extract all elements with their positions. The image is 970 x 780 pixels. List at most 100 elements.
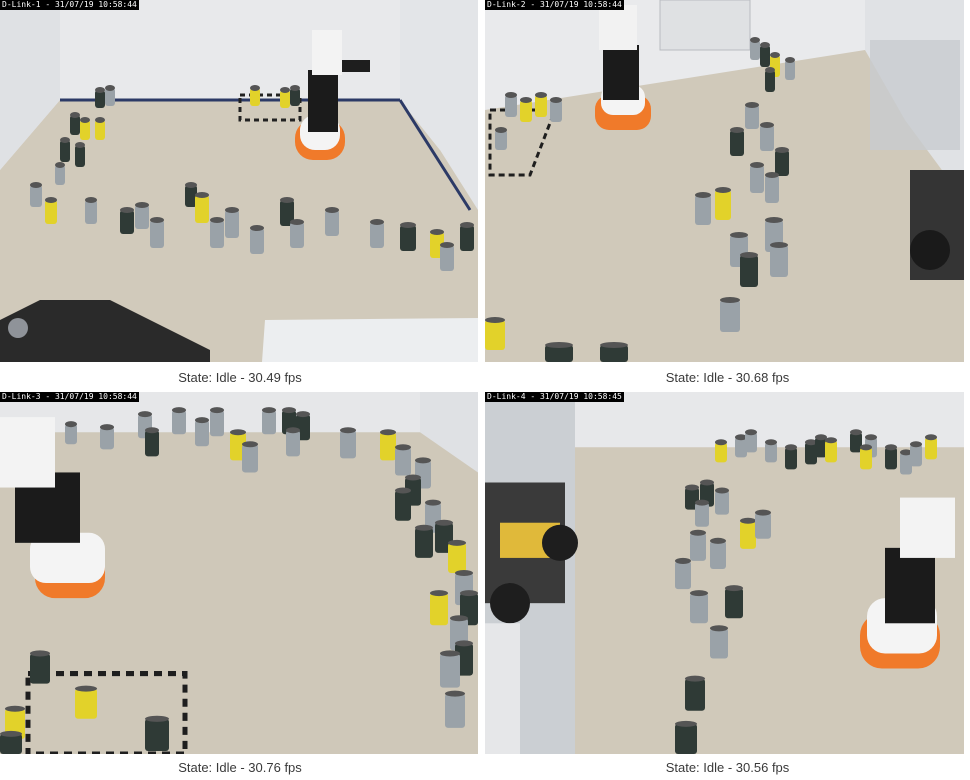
can-top xyxy=(172,407,186,414)
can-top xyxy=(30,182,42,188)
can-top xyxy=(280,197,294,203)
can-top xyxy=(695,499,709,506)
can xyxy=(460,225,474,251)
can-top xyxy=(290,85,300,91)
can-top xyxy=(745,102,759,108)
can xyxy=(750,165,764,193)
camera-overlay-label: D-Link-4 - 31/07/19 10:58:45 xyxy=(485,392,624,402)
can-top xyxy=(520,97,532,103)
can xyxy=(60,140,70,162)
can-top xyxy=(450,615,468,622)
can-top xyxy=(750,162,764,168)
can-top xyxy=(395,444,411,451)
can-top xyxy=(535,92,547,98)
can xyxy=(675,560,691,590)
can-top xyxy=(250,225,264,231)
can xyxy=(550,100,562,122)
can xyxy=(145,718,169,751)
can xyxy=(505,95,517,117)
can-top xyxy=(0,730,22,737)
can xyxy=(120,210,134,234)
can-top xyxy=(145,715,169,722)
can-top xyxy=(675,557,691,564)
can xyxy=(150,220,164,248)
can xyxy=(45,200,57,224)
can-top xyxy=(750,37,760,43)
camera-feed-3[interactable] xyxy=(0,392,478,754)
camera-2-scene xyxy=(485,0,964,362)
can-top xyxy=(455,569,473,577)
can-top xyxy=(425,499,441,506)
camera-status-text: State: Idle - 30.49 fps xyxy=(178,370,302,385)
can xyxy=(100,427,114,450)
can-top xyxy=(730,127,744,133)
can xyxy=(286,430,300,457)
can xyxy=(710,628,728,659)
can-top xyxy=(405,474,421,481)
can-top xyxy=(30,650,50,657)
can-top xyxy=(675,720,697,727)
can-top xyxy=(445,690,465,697)
can-top xyxy=(715,439,727,446)
can xyxy=(535,95,547,117)
can-top xyxy=(685,675,705,682)
can xyxy=(925,437,937,460)
can xyxy=(695,502,709,527)
can xyxy=(225,210,239,238)
can-top xyxy=(770,52,780,58)
can xyxy=(765,70,775,92)
can-top xyxy=(685,484,699,491)
can-top xyxy=(715,487,729,494)
camera-overlay-label: D-Link-3 - 31/07/19 10:58:44 xyxy=(0,392,139,402)
can-top xyxy=(460,222,474,228)
can-top xyxy=(600,342,628,348)
can-top xyxy=(150,217,164,223)
can-top xyxy=(262,407,276,414)
can xyxy=(395,490,411,521)
can-top xyxy=(740,252,758,258)
can xyxy=(65,424,77,445)
can xyxy=(750,40,760,60)
can-top xyxy=(435,519,453,526)
can xyxy=(695,195,711,225)
camera-feed-4[interactable] xyxy=(485,392,964,754)
can xyxy=(370,222,384,248)
can xyxy=(690,532,706,561)
can-top xyxy=(325,207,339,213)
can xyxy=(95,120,105,140)
can-top xyxy=(55,162,65,168)
can xyxy=(145,430,159,457)
can-top xyxy=(550,97,562,103)
can-top xyxy=(100,424,114,431)
can xyxy=(105,88,115,106)
camera-feed-1[interactable] xyxy=(0,0,478,362)
can-top xyxy=(710,537,726,544)
can-top xyxy=(440,242,454,248)
can xyxy=(380,432,396,461)
camera-feed-2[interactable] xyxy=(485,0,964,362)
can-top xyxy=(395,487,411,494)
can-top xyxy=(282,407,296,414)
can-top xyxy=(415,457,431,464)
can-top xyxy=(70,112,80,118)
can-top xyxy=(455,640,473,647)
can xyxy=(770,245,788,277)
can-top xyxy=(850,429,862,436)
can xyxy=(448,542,466,573)
can-top xyxy=(690,529,706,536)
can-top xyxy=(195,192,209,198)
can-top xyxy=(448,539,466,546)
can xyxy=(290,88,300,106)
can-top xyxy=(95,117,105,123)
can xyxy=(440,245,454,271)
can xyxy=(495,130,507,150)
can-top xyxy=(400,222,416,228)
can-top xyxy=(280,87,290,93)
can xyxy=(720,300,740,332)
can-top xyxy=(80,117,90,123)
can-top xyxy=(75,142,85,148)
can xyxy=(210,410,224,437)
can xyxy=(250,228,264,254)
can-top xyxy=(860,444,872,451)
can xyxy=(80,120,90,140)
